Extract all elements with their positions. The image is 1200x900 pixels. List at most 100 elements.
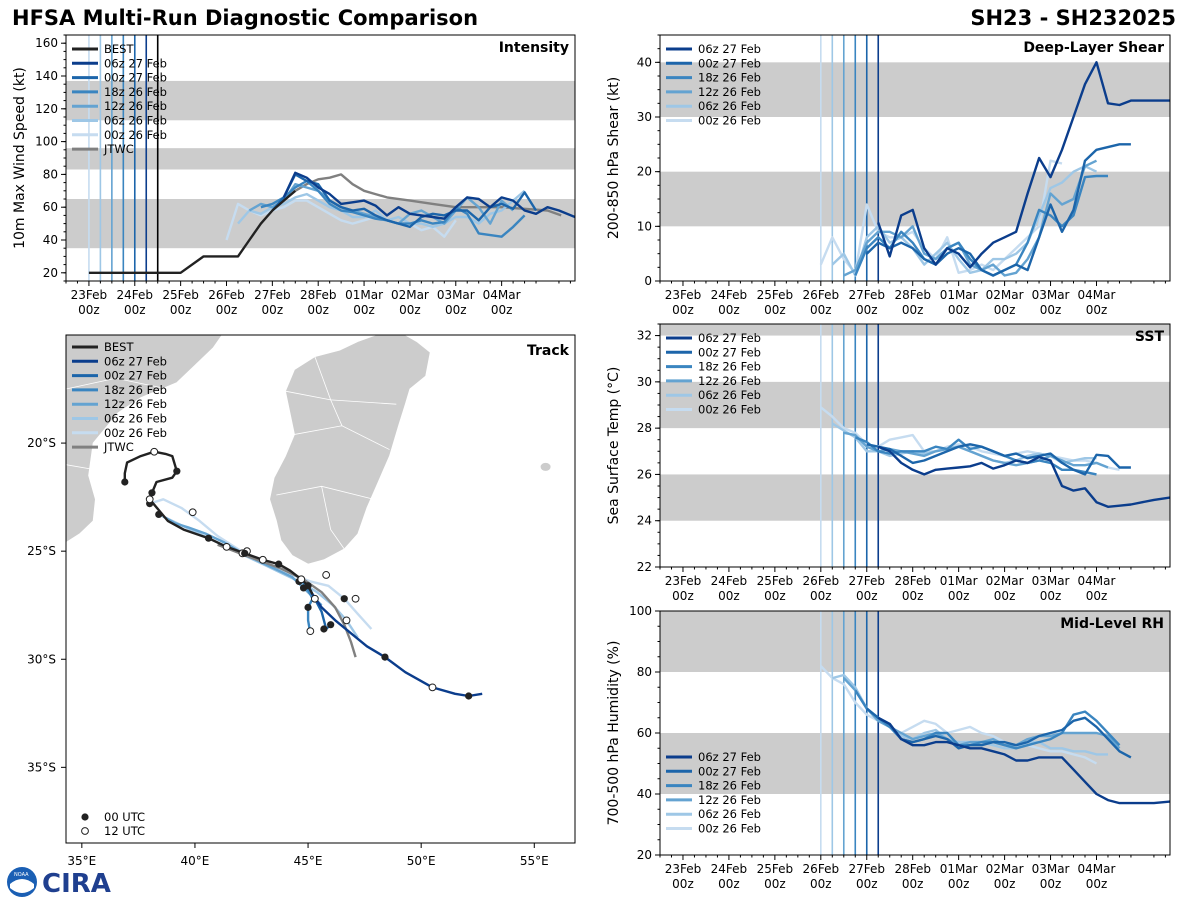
x-tick-day-label: 04Mar [1078, 574, 1116, 588]
x-tick-hour-label: 00z [764, 589, 786, 603]
x-tick-day-label: 23Feb [665, 574, 702, 588]
x-tick-day-label: 02Mar [986, 574, 1024, 588]
series-line-best [88, 189, 297, 274]
x-tick-day-label: 27Feb [848, 862, 885, 876]
legend-label: 00z 26 Feb [698, 822, 761, 836]
x-tick-day-label: 28Feb [894, 288, 931, 302]
track-point-00utc [381, 653, 389, 661]
track-point-00utc [304, 582, 312, 590]
legend-label: 06z 26 Feb [104, 412, 167, 426]
x-tick-hour-label: 00z [948, 303, 970, 317]
plot-area [66, 35, 575, 281]
x-tick-day-label: 26Feb [803, 288, 840, 302]
x-tick-hour-label: 00z [902, 303, 924, 317]
legend-label: 00z 27 Feb [104, 71, 167, 85]
track-point-00utc [121, 478, 129, 486]
y-tick-label: 25°S [27, 544, 56, 558]
legend-label: 06z 27 Feb [104, 354, 167, 368]
track-point-12utc [351, 594, 360, 603]
marker-legend-12utc [81, 827, 89, 835]
x-tick-hour-label: 00z [353, 303, 375, 317]
gray-band [660, 611, 1170, 672]
x-tick-hour-label: 00z [994, 589, 1016, 603]
x-tick-hour-label: 00z [994, 303, 1016, 317]
x-tick-hour-label: 00z [718, 303, 740, 317]
x-tick-day-label: 24Feb [711, 574, 748, 588]
track-point-00utc [148, 489, 156, 497]
noaa-logo-text: NOAA [14, 872, 29, 878]
legend-label: 00z 26 Feb [104, 426, 167, 440]
x-tick-hour-label: 00z [856, 589, 878, 603]
track-point-12utc [297, 575, 306, 584]
legend-label: 00z 26 Feb [698, 403, 761, 417]
x-tick-label: 35°E [67, 854, 96, 868]
x-tick-day-label: 24Feb [711, 862, 748, 876]
x-tick-hour-label: 00z [902, 877, 924, 891]
y-tick-label: 40 [43, 233, 58, 247]
y-axis-label: 700-500 hPa Humidity (%) [606, 641, 622, 826]
legend-label: 18z 26 Feb [104, 383, 167, 397]
x-tick-day-label: 24Feb [117, 288, 154, 302]
panel-intensity: 2040608010012014016023Feb00z24Feb00z25Fe… [12, 34, 576, 317]
gray-band [66, 80, 575, 121]
x-tick-day-label: 24Feb [711, 288, 748, 302]
y-tick-label: 120 [35, 102, 58, 116]
gray-band [660, 62, 1170, 117]
x-tick-day-label: 02Mar [391, 288, 429, 302]
noaa-cira-logo: NOAA CIRA [7, 867, 111, 899]
x-tick-hour-label: 00z [124, 303, 146, 317]
track-point-12utc [306, 627, 315, 636]
legend-label: 06z 27 Feb [698, 42, 761, 56]
series-line-00z-26-feb [225, 199, 457, 241]
x-tick-hour-label: 00z [994, 877, 1016, 891]
track-point-00utc [241, 549, 249, 557]
x-tick-hour-label: 00z [1086, 877, 1108, 891]
x-tick-day-label: 25Feb [757, 574, 794, 588]
legend-label: 12z 26 Feb [698, 85, 761, 99]
x-tick-day-label: 26Feb [208, 288, 245, 302]
x-tick-label: 45°E [294, 854, 323, 868]
x-tick-hour-label: 00z [764, 877, 786, 891]
legend-label: 00z 27 Feb [698, 56, 761, 70]
cira-logo-text: CIRA [42, 869, 111, 899]
x-tick-hour-label: 00z [672, 589, 694, 603]
region-border [321, 486, 345, 550]
x-tick-hour-label: 00z [764, 303, 786, 317]
track-point-12utc [222, 542, 231, 551]
x-tick-hour-label: 00z [170, 303, 192, 317]
series-line-06z-27-feb [877, 61, 1170, 269]
x-tick-hour-label: 00z [1086, 589, 1108, 603]
track-point-00utc [173, 467, 181, 475]
x-tick-hour-label: 00z [216, 303, 238, 317]
y-tick-label: 60 [43, 200, 58, 214]
y-tick-label: 30 [637, 375, 652, 389]
y-tick-label: 20 [43, 266, 58, 280]
panel-title: Mid-Level RH [1060, 616, 1164, 632]
legend-label: BEST [104, 42, 134, 56]
x-tick-hour-label: 00z [718, 589, 740, 603]
series-line-06z-27-feb [877, 716, 1170, 805]
panel-rh: 2040608010023Feb00z24Feb00z25Feb00z26Feb… [606, 604, 1171, 891]
x-tick-hour-label: 00z [491, 303, 513, 317]
legend-label: 00z 26 Feb [104, 128, 167, 142]
x-tick-day-label: 28Feb [894, 574, 931, 588]
x-tick-day-label: 27Feb [848, 574, 885, 588]
legend-label: BEST [104, 340, 134, 354]
legend-label: 00z 27 Feb [698, 345, 761, 359]
series-line-00z-27-feb [865, 143, 1131, 277]
x-tick-hour-label: 00z [1040, 303, 1062, 317]
track-line-jtwc [217, 543, 357, 658]
plot-area [660, 35, 1170, 281]
x-tick-day-label: 04Mar [1078, 288, 1116, 302]
x-tick-hour-label: 00z [718, 877, 740, 891]
x-tick-hour-label: 00z [672, 877, 694, 891]
x-tick-day-label: 04Mar [483, 288, 521, 302]
panel-shear: 01020304023Feb00z24Feb00z25Feb00z26Feb00… [606, 34, 1171, 317]
y-tick-label: 100 [629, 604, 652, 618]
track-point-12utc [145, 495, 154, 504]
y-tick-label: 22 [637, 560, 652, 574]
x-tick-label: 40°E [181, 854, 210, 868]
legend-label: 18z 26 Feb [698, 360, 761, 374]
track-point-12utc [150, 447, 159, 456]
